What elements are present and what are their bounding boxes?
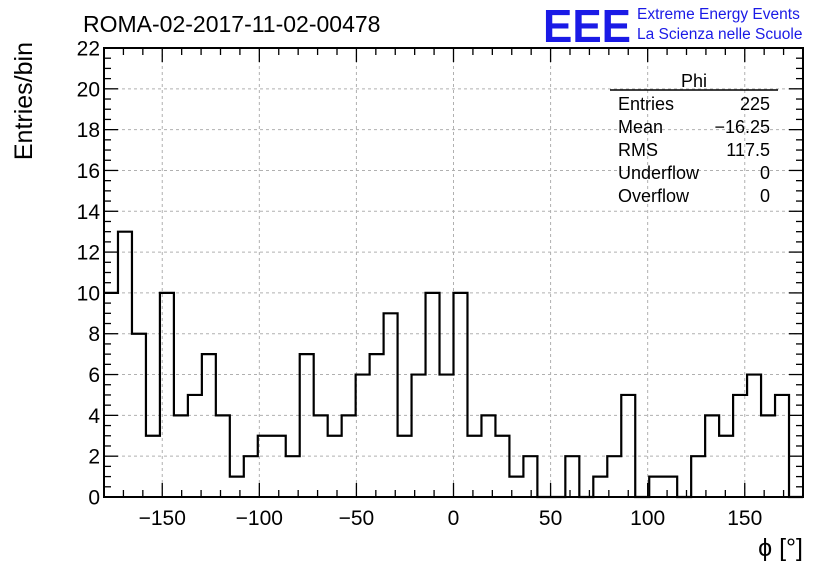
y-tick-label: 20	[77, 78, 100, 101]
x-tick-label: 50	[539, 507, 562, 530]
stats-rows: Entries 225 Mean −16.25 RMS 117.5 Underflow 0 Ov…	[618, 94, 770, 206]
stats-value: 0	[760, 186, 770, 206]
stats-label: Entries	[618, 94, 674, 114]
x-tick-labels: −150 −100 −50 0 50 100 150	[139, 507, 763, 530]
eee-logo: EEE Extreme Energy Events La Scienza nel…	[543, 0, 802, 52]
y-tick-label: 14	[77, 201, 101, 224]
y-tick-label: 4	[88, 405, 100, 428]
y-tick-label: 0	[88, 487, 100, 510]
x-tick-label: −150	[139, 507, 186, 530]
stats-name: Phi	[681, 71, 707, 91]
y-tick-labels: 0 2 4 6 8 10 12 14 16 18 20 22	[77, 38, 101, 510]
stats-value: 225	[740, 94, 770, 114]
y-tick-label: 10	[77, 282, 100, 305]
x-tick-label: 150	[727, 507, 762, 530]
grid	[104, 48, 803, 497]
stats-value: 117.5	[726, 140, 770, 160]
y-tick-label: 2	[88, 446, 100, 469]
run-title: ROMA-02-2017-11-02-00478	[83, 11, 380, 37]
x-tick-label: −50	[339, 507, 375, 530]
y-axis-label: Entries/bin	[10, 42, 38, 160]
y-tick-label: 22	[77, 38, 100, 61]
y-tick-label: 18	[77, 119, 100, 142]
x-axis-label: ϕ [°]	[758, 534, 803, 562]
stats-box: Phi Entries 225 Mean −16.25 RMS 117.5 Underflo…	[610, 71, 778, 206]
eee-logo-text: EEE	[543, 0, 631, 52]
x-tick-label: 0	[448, 507, 460, 530]
y-tick-label: 6	[88, 364, 100, 387]
x-tick-label: −100	[236, 507, 283, 530]
stats-value: 0	[760, 163, 770, 183]
stats-label: Overflow	[618, 186, 690, 206]
y-tick-label: 8	[88, 323, 100, 346]
y-tick-label: 16	[77, 160, 100, 183]
brand-line2: La Scienza nelle Scuole	[637, 26, 802, 43]
stats-value: −16.25	[714, 117, 770, 137]
y-tick-label: 12	[77, 242, 100, 265]
brand-line1: Extreme Energy Events	[637, 6, 800, 23]
stats-label: RMS	[618, 140, 658, 160]
stats-label: Underflow	[618, 163, 700, 183]
axis-ticks	[104, 47, 804, 498]
x-tick-label: 100	[630, 507, 665, 530]
stats-label: Mean	[618, 117, 663, 137]
